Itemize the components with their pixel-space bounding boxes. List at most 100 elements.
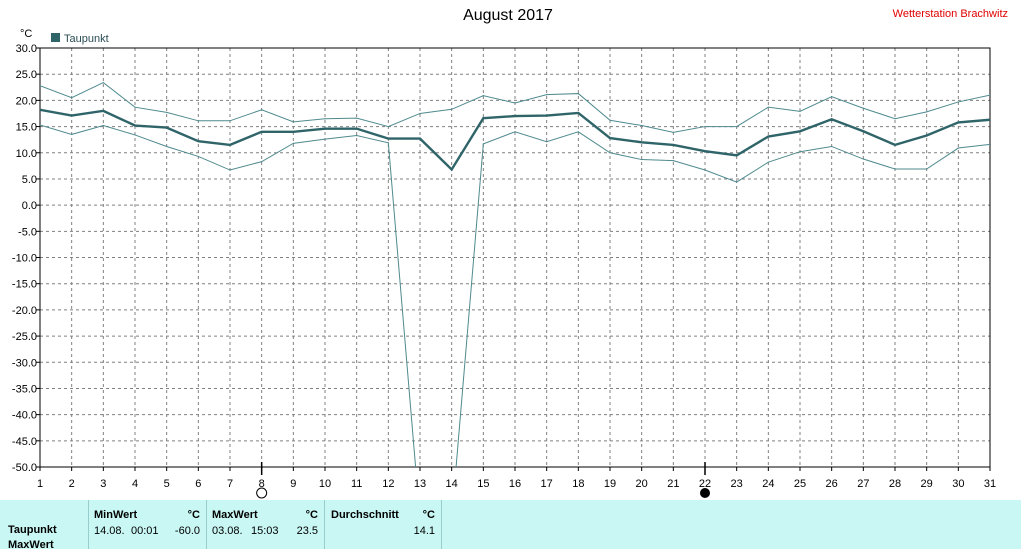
data-point-mean xyxy=(704,150,706,152)
x-tick-label: 3 xyxy=(100,478,106,490)
data-point-mean xyxy=(989,119,990,121)
data-point-max xyxy=(894,118,896,120)
data-point-max xyxy=(102,81,104,84)
maxwert-header: MaxWert xyxy=(212,509,258,521)
x-tick-label: 14 xyxy=(446,478,458,490)
maxwert-date: 03.08. xyxy=(212,525,243,537)
data-point-mean xyxy=(831,118,833,120)
stats-row-label-maxwert: MaxWert xyxy=(8,539,54,551)
data-point-max xyxy=(577,92,579,95)
y-tick-label: -30.0 xyxy=(12,357,37,369)
data-point-mean xyxy=(514,115,516,117)
data-point-max xyxy=(514,102,516,104)
data-point-mean xyxy=(197,140,199,142)
stats-row-label-taupunkt: Taupunkt xyxy=(8,524,57,536)
station-name: Wetterstation Brachwitz xyxy=(893,8,1008,20)
x-tick-label: 25 xyxy=(794,478,806,490)
y-tick-label: -35.0 xyxy=(12,383,37,395)
data-point-mean xyxy=(609,137,611,139)
x-tick-label: 12 xyxy=(382,478,394,490)
data-point-mean xyxy=(102,110,104,112)
minwert-time: 00:01 xyxy=(131,525,159,537)
data-point-mean xyxy=(894,144,896,146)
data-point-max xyxy=(546,94,548,96)
data-point-min xyxy=(799,151,801,153)
data-point-mean xyxy=(862,130,864,132)
data-point-min xyxy=(229,169,231,171)
y-tick-label: -45.0 xyxy=(12,436,37,448)
y-tick-label: 15.0 xyxy=(16,122,37,134)
minwert-unit: °C xyxy=(187,509,200,521)
data-point-max xyxy=(71,97,73,99)
data-point-max xyxy=(831,96,833,98)
x-tick-label: 30 xyxy=(952,478,964,490)
data-point-min xyxy=(514,131,516,133)
data-point-min xyxy=(546,141,548,143)
minwert-date: 14.08. xyxy=(94,525,125,537)
plot-frame xyxy=(39,47,991,468)
y-tick-label: 10.0 xyxy=(16,148,37,160)
statistics-panel: Taupunkt MaxWert MinWert °C 14.08. 00:01… xyxy=(0,500,1021,551)
durchschnitt-column: Durchschnitt °C 14.1 xyxy=(324,500,442,549)
y-tick-label: -20.0 xyxy=(12,305,37,317)
data-point-mean xyxy=(71,114,73,117)
data-point-max xyxy=(40,85,41,87)
data-point-min xyxy=(704,169,706,171)
x-tick-label: 28 xyxy=(889,478,901,490)
data-point-max xyxy=(926,111,928,113)
data-point-mean xyxy=(736,154,738,156)
data-point-max xyxy=(736,125,738,128)
data-point-mean xyxy=(229,144,231,146)
x-tick-label: 31 xyxy=(984,478,996,490)
maxwert-value: 23.5 xyxy=(296,525,318,537)
data-point-mean xyxy=(546,114,548,117)
data-point-min xyxy=(261,161,263,163)
data-point-mean xyxy=(324,128,326,130)
x-tick-label: 5 xyxy=(164,478,170,490)
data-point-min xyxy=(102,124,104,127)
x-tick-label: 9 xyxy=(290,478,296,490)
x-tick-label: 11 xyxy=(351,478,362,490)
legend-label: Taupunkt xyxy=(64,33,109,45)
data-point-min xyxy=(40,124,41,126)
x-tick-label: 16 xyxy=(509,478,521,490)
x-tick-label: 1 xyxy=(37,478,43,490)
data-point-min xyxy=(831,145,833,148)
data-point-mean xyxy=(482,117,484,119)
maxwert-column: MaxWert °C 03.08. 15:03 23.5 xyxy=(206,500,324,549)
data-point-max xyxy=(767,106,769,108)
data-point-min xyxy=(166,145,168,148)
y-tick-label: -15.0 xyxy=(12,279,37,291)
data-point-max xyxy=(261,109,263,111)
data-point-min xyxy=(862,158,864,160)
chart: August 2017 Wetterstation Brachwitz °C T… xyxy=(12,7,1008,499)
data-point-max xyxy=(799,110,801,112)
data-point-min xyxy=(387,142,389,144)
data-point-max xyxy=(862,107,864,109)
data-point-min xyxy=(767,161,769,163)
y-tick-label: -25.0 xyxy=(12,331,37,343)
data-point-max xyxy=(704,125,706,128)
data-point-mean xyxy=(451,168,453,171)
chart-title: August 2017 xyxy=(463,7,553,24)
x-tick-label: 15 xyxy=(477,478,489,490)
x-tick-label: 7 xyxy=(227,478,233,490)
data-point-min xyxy=(197,155,199,158)
data-point-max xyxy=(197,120,199,122)
durchschnitt-header: Durchschnitt xyxy=(331,509,399,521)
data-point-max xyxy=(609,119,611,121)
data-point-mean xyxy=(926,134,928,137)
data-point-max xyxy=(672,131,674,133)
x-tick-label: 24 xyxy=(762,478,774,490)
data-point-max xyxy=(419,112,421,115)
y-tick-label: 5.0 xyxy=(22,174,37,186)
data-point-max xyxy=(229,120,231,122)
x-tick-label: 18 xyxy=(572,478,584,490)
maxwert-time: 15:03 xyxy=(251,525,279,537)
y-tick-label: -5.0 xyxy=(18,226,37,238)
y-tick-label: 30.0 xyxy=(16,43,37,55)
data-point-min xyxy=(609,152,611,154)
data-point-mean xyxy=(577,112,579,114)
data-point-min xyxy=(134,134,136,136)
y-tick-label: 0.0 xyxy=(22,200,37,212)
